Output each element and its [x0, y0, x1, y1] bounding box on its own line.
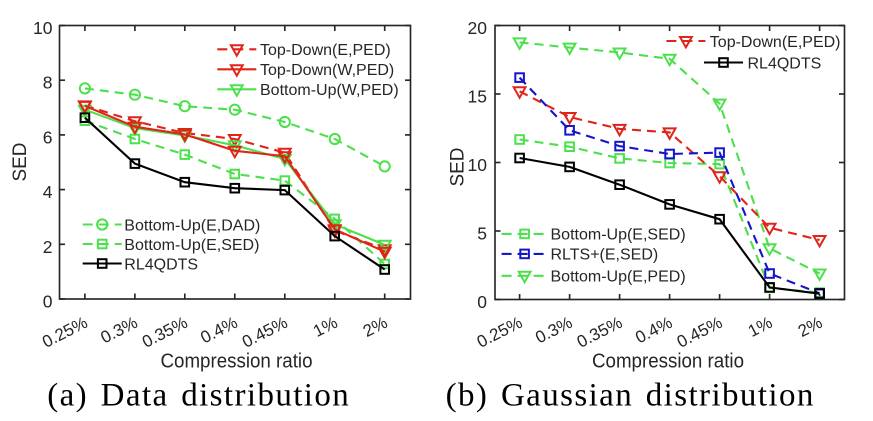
svg-text:0: 0 [43, 292, 53, 312]
svg-text:10: 10 [468, 155, 488, 175]
svg-text:Top-Down(W,PED): Top-Down(W,PED) [260, 62, 394, 79]
svg-text:2: 2 [43, 237, 53, 257]
svg-text:SED: SED [10, 142, 31, 181]
svg-text:6: 6 [43, 127, 53, 147]
svg-text:4: 4 [43, 182, 53, 202]
svg-text:Top-Down(E,PED): Top-Down(E,PED) [710, 34, 841, 51]
svg-text:Bottom-Up(E,SED): Bottom-Up(E,SED) [551, 227, 686, 244]
svg-text:0: 0 [477, 292, 487, 312]
svg-text:RL4QDTS: RL4QDTS [748, 55, 822, 72]
svg-text:Bottom-Up(E,PED): Bottom-Up(E,PED) [551, 269, 686, 286]
svg-text:20: 20 [468, 18, 488, 38]
svg-text:10: 10 [33, 18, 53, 38]
svg-text:Bottom-Up(E,DAD): Bottom-Up(E,DAD) [124, 217, 260, 234]
svg-text:Compression ratio: Compression ratio [161, 351, 313, 373]
svg-text:(b) Gaussian distribution: (b) Gaussian distribution [446, 378, 815, 414]
svg-text:Compression ratio: Compression ratio [592, 351, 744, 373]
svg-text:SED: SED [448, 147, 469, 186]
svg-text:8: 8 [43, 73, 53, 93]
svg-text:Bottom-Up(W,PED): Bottom-Up(W,PED) [260, 82, 399, 99]
svg-text:Bottom-Up(E,SED): Bottom-Up(E,SED) [124, 237, 259, 254]
svg-text:5: 5 [477, 224, 487, 244]
svg-text:(a) Data distribution: (a) Data distribution [47, 378, 350, 414]
svg-text:RL4QDTS: RL4QDTS [124, 256, 198, 273]
svg-text:Top-Down(E,PED): Top-Down(E,PED) [260, 42, 391, 59]
svg-text:RLTS+(E,SED): RLTS+(E,SED) [551, 247, 659, 264]
svg-text:15: 15 [468, 87, 487, 107]
